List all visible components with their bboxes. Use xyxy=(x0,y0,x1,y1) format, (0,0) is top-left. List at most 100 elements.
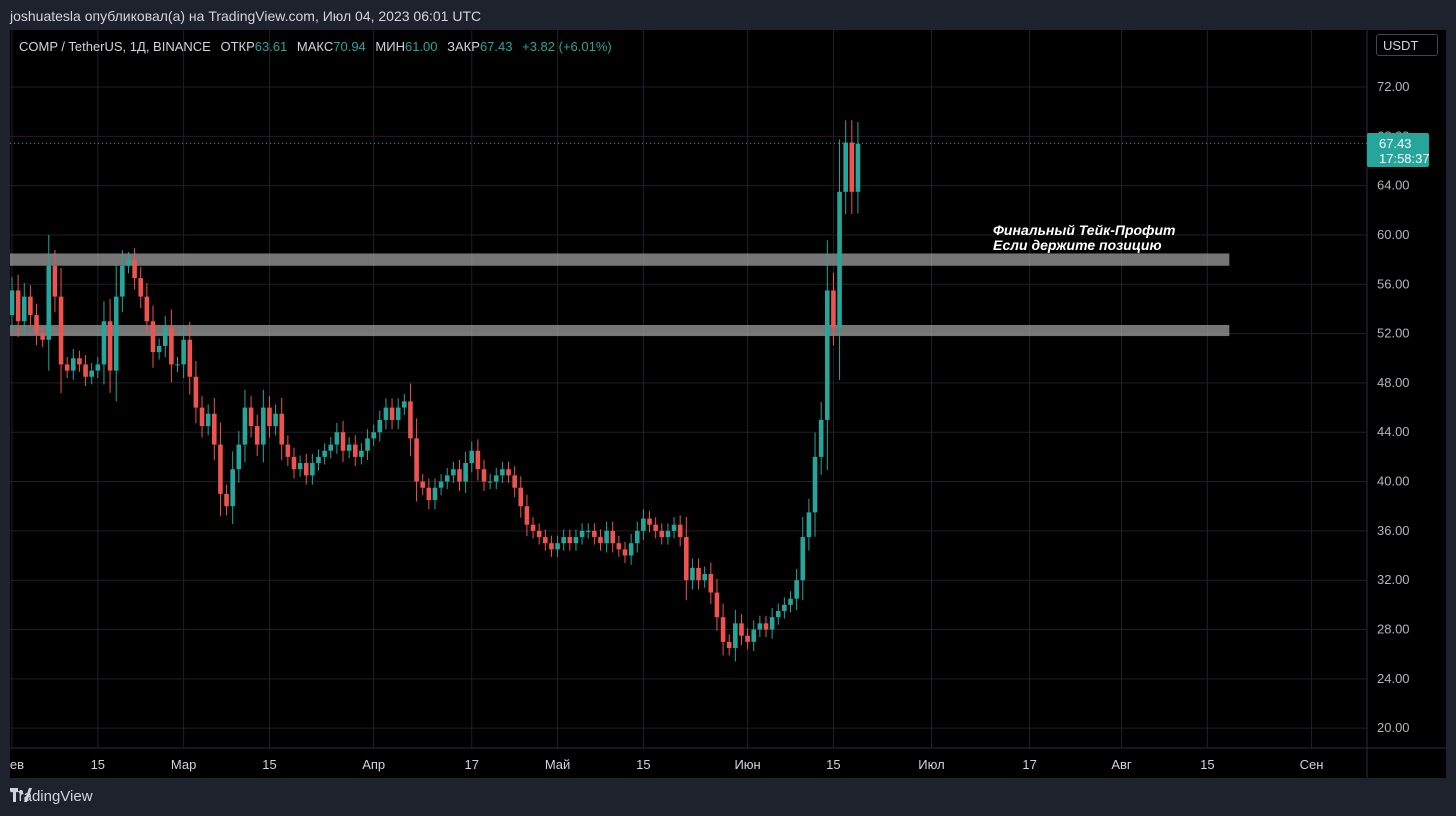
candle-body xyxy=(720,617,726,642)
candle-body xyxy=(340,432,346,451)
symbol-name[interactable]: COMP / TetherUS, 1Д, BINANCE xyxy=(19,39,211,54)
candle-body xyxy=(726,641,732,649)
candle-body xyxy=(837,191,842,328)
candle-body xyxy=(28,296,33,316)
high-value: 70.94 xyxy=(333,39,366,54)
candle-body xyxy=(536,530,542,538)
candle-body xyxy=(426,487,432,501)
y-tick-label: 64.00 xyxy=(1377,178,1410,193)
candle-body xyxy=(132,259,137,279)
candle-body xyxy=(389,407,395,420)
candle-body xyxy=(733,623,738,649)
chart-pane[interactable]: 72.0068.0064.0060.0056.0052.0048.0044.00… xyxy=(10,30,1446,778)
x-tick-label: 15 xyxy=(1200,757,1214,772)
candle-body xyxy=(273,413,278,427)
candle-body xyxy=(500,469,505,476)
candle-body xyxy=(162,327,168,346)
candle-body xyxy=(549,543,554,550)
x-tick-label: 15 xyxy=(91,757,105,772)
candle-body xyxy=(10,290,15,316)
candle-body xyxy=(843,142,848,192)
candle-body xyxy=(775,611,781,618)
x-tick-label: 17 xyxy=(465,757,479,772)
candle-body xyxy=(285,444,291,457)
candle-body xyxy=(261,407,266,445)
candle-body xyxy=(616,543,622,550)
annotation-line-2: Если держите позицию xyxy=(993,237,1162,253)
close-value: 67.43 xyxy=(479,39,513,54)
chart-annotation[interactable]: Финальный Тейк-Профит Если держите позиц… xyxy=(993,223,1175,253)
candle-body xyxy=(481,469,487,482)
candle-body xyxy=(524,506,530,525)
candle-body xyxy=(665,530,671,538)
candle-body xyxy=(751,629,757,642)
candlestick-chart[interactable]: 72.0068.0064.0060.0056.0052.0048.0044.00… xyxy=(10,30,1446,778)
candle-body xyxy=(543,537,548,544)
close-label: ЗАКР xyxy=(447,39,480,54)
candle-body xyxy=(451,469,456,476)
support-resistance-zone xyxy=(10,253,1230,266)
y-tick-label: 48.00 xyxy=(1377,375,1410,390)
annotation-line-1: Финальный Тейк-Профит xyxy=(993,222,1176,238)
candle-body xyxy=(352,444,358,457)
candle-body xyxy=(402,401,407,408)
candle-body xyxy=(763,623,769,630)
tradingview-brand[interactable]: TradingView xyxy=(10,788,93,805)
candle-body xyxy=(224,493,229,507)
candle-body xyxy=(420,481,426,488)
x-tick-label: 15 xyxy=(262,757,276,772)
plot-area xyxy=(10,30,1367,748)
candle-body xyxy=(432,487,438,501)
candle-body xyxy=(359,450,364,457)
y-tick-label: 36.00 xyxy=(1377,523,1410,538)
candle-body xyxy=(15,290,21,322)
y-tick-label: 56.00 xyxy=(1377,276,1410,291)
candle-body xyxy=(328,444,334,451)
candle-body xyxy=(800,537,806,581)
candle-body xyxy=(83,364,88,377)
support-resistance-zone xyxy=(10,324,1230,337)
candle-body xyxy=(52,265,58,297)
candle-body xyxy=(530,524,536,531)
candle-body xyxy=(89,370,94,377)
candle-body xyxy=(696,567,701,581)
candle-body xyxy=(291,456,297,470)
candle-body xyxy=(592,530,597,538)
candle-body xyxy=(408,401,413,439)
candle-body xyxy=(138,278,144,297)
candle-body xyxy=(794,580,799,599)
candle-body xyxy=(512,475,517,488)
candle-body xyxy=(855,143,861,192)
candle-body xyxy=(444,475,450,482)
candle-body xyxy=(230,469,235,507)
candle-body xyxy=(193,376,199,408)
candle-body xyxy=(101,321,107,365)
candle-body xyxy=(782,604,787,612)
low-label: МИН xyxy=(375,39,405,54)
candle-body xyxy=(169,327,174,365)
candle-body xyxy=(310,463,315,476)
candle-body xyxy=(383,407,389,420)
candle-body xyxy=(647,518,652,525)
candle-body xyxy=(77,358,82,365)
candle-body xyxy=(303,463,309,476)
candle-body xyxy=(708,574,714,593)
candle-body xyxy=(199,407,205,427)
candle-body xyxy=(64,364,70,371)
candle-body xyxy=(279,413,285,445)
candle-body xyxy=(806,512,812,538)
y-tick-label: 20.00 xyxy=(1377,720,1410,735)
publish-caption: joshuatesla опубликовал(а) на TradingVie… xyxy=(10,8,482,24)
candle-body xyxy=(150,321,156,353)
high-label: МАКС xyxy=(296,39,334,54)
candle-body xyxy=(634,530,640,544)
candle-body xyxy=(46,265,52,340)
open-value: 63.61 xyxy=(254,39,288,54)
candle-body xyxy=(254,426,260,445)
candle-body xyxy=(487,481,493,483)
currency-button[interactable]: USDT xyxy=(1376,34,1438,56)
candle-body xyxy=(242,407,248,445)
candle-body xyxy=(561,537,566,544)
x-tick-label: Мар xyxy=(171,757,196,772)
candle-body xyxy=(714,592,720,618)
